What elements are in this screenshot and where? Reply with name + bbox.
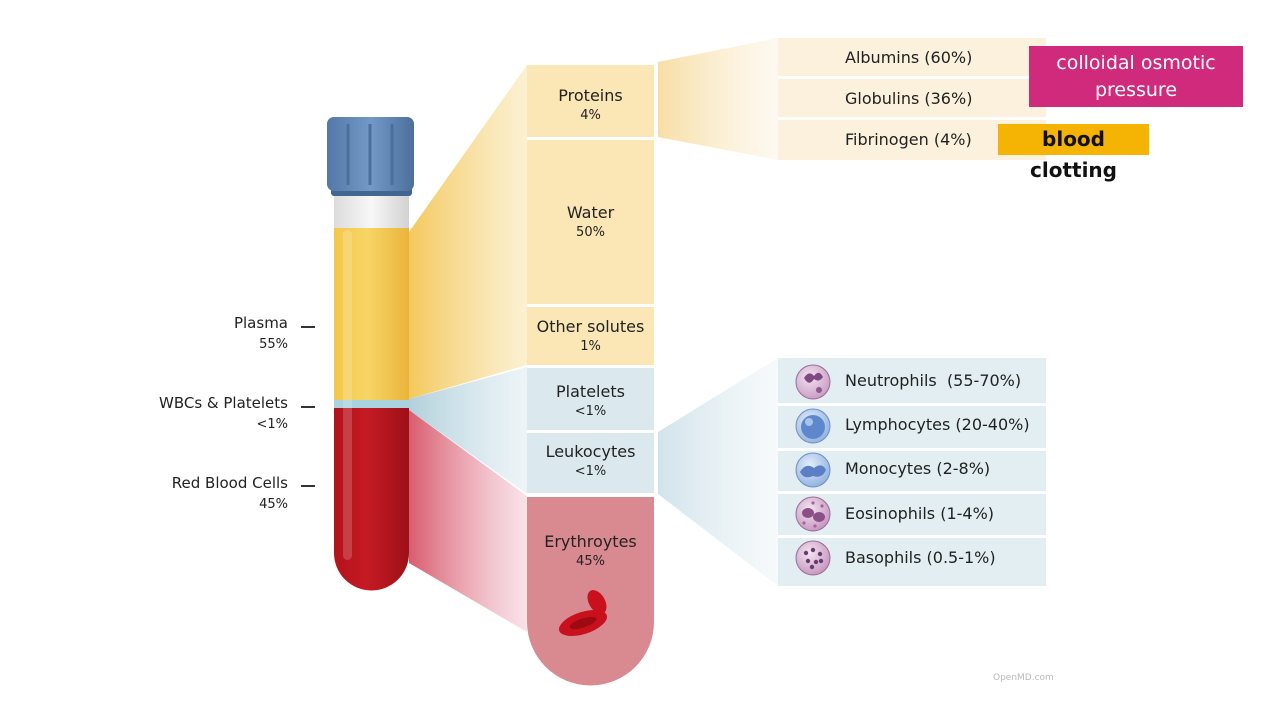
proteins-fan xyxy=(658,38,778,160)
wbc-platelets-tick xyxy=(301,406,315,408)
erythrocytes-name: Erythroytes xyxy=(544,532,637,551)
tube-blood xyxy=(334,408,409,591)
proteins-text: Proteins 4% xyxy=(527,85,654,126)
tube-plasma xyxy=(334,228,409,400)
red-blood-cells-name: Red Blood Cells xyxy=(171,474,288,492)
buffy-coat-fan xyxy=(409,367,527,494)
wbc-platelets-label: WBCs & Platelets <1% xyxy=(100,393,288,435)
leukocytes-name: Leukocytes xyxy=(545,442,636,461)
water-pct: 50% xyxy=(576,225,605,240)
plasma-label: Plasma 55% xyxy=(160,313,288,355)
other-solutes-pct: 1% xyxy=(580,339,601,354)
basophil-icon xyxy=(795,540,831,576)
red-blood-cell-icon xyxy=(558,590,608,637)
leukocytes-pct: <1% xyxy=(574,464,607,479)
platelets-text: Platelets <1% xyxy=(527,381,654,422)
lymphocyte-icon xyxy=(795,408,831,444)
wbc-platelets-name: WBCs & Platelets xyxy=(159,394,288,412)
water-segment xyxy=(527,140,654,304)
plasma-fan xyxy=(409,65,527,399)
red-blood-cells-pct: 45% xyxy=(259,497,288,512)
platelets-pct: <1% xyxy=(574,404,607,419)
albumins-row-bg xyxy=(778,38,1046,76)
basophils-row: Basophils (0.5-1%) xyxy=(845,548,996,567)
platelets-segment xyxy=(527,368,654,430)
plasma-name: Plasma xyxy=(233,314,288,332)
other-solutes-text: Other solutes 1% xyxy=(527,316,654,357)
proteins-segment xyxy=(527,65,654,137)
red-cell-fan xyxy=(409,410,527,632)
red-blood-cells-label: Red Blood Cells 45% xyxy=(100,473,288,515)
colloidal-osmotic-pressure-tag: colloidal osmotic pressure xyxy=(1029,46,1243,107)
lymphocytes-row: Lymphocytes (20-40%) xyxy=(845,415,1030,434)
other-solutes-segment xyxy=(527,307,654,365)
fibrinogen-row: Fibrinogen (4%) xyxy=(845,130,972,149)
plasma-tick xyxy=(301,326,315,328)
blood-clotting-tag: blood clotting xyxy=(998,124,1149,182)
albumins-row: Albumins (60%) xyxy=(845,48,973,67)
neutrophil-icon xyxy=(795,364,831,400)
erythrocytes-pct: 45% xyxy=(576,554,605,569)
leukocytes-segment xyxy=(527,433,654,493)
neutrophils-row: Neutrophils (55-70%) xyxy=(845,371,1022,390)
test-tube xyxy=(327,117,414,591)
proteins-name: Proteins xyxy=(558,86,623,105)
red-blood-cells-tick xyxy=(301,485,315,487)
eosinophils-row: Eosinophils (1-4%) xyxy=(845,504,995,523)
wbc-platelets-pct: <1% xyxy=(256,417,288,432)
tube-buffy-coat xyxy=(334,400,409,408)
leukocytes-fan xyxy=(658,358,778,586)
water-name: Water xyxy=(566,203,615,222)
tube-glass xyxy=(334,192,409,228)
platelets-name: Platelets xyxy=(556,382,625,401)
water-text: Water 50% xyxy=(527,202,654,243)
monocytes-row: Monocytes (2-8%) xyxy=(845,459,991,478)
globulins-row: Globulins (36%) xyxy=(845,89,973,108)
other-solutes-name: Other solutes xyxy=(536,317,645,336)
globulins-row-bg xyxy=(778,79,1046,117)
source-credit: OpenMD.com xyxy=(993,673,1054,683)
monocyte-icon xyxy=(795,452,831,488)
proteins-pct: 4% xyxy=(580,108,601,123)
leukocytes-text: Leukocytes <1% xyxy=(527,441,654,482)
plasma-pct: 55% xyxy=(259,337,288,352)
eosinophil-icon xyxy=(795,496,831,532)
erythrocytes-text: Erythroytes 45% xyxy=(527,531,654,572)
